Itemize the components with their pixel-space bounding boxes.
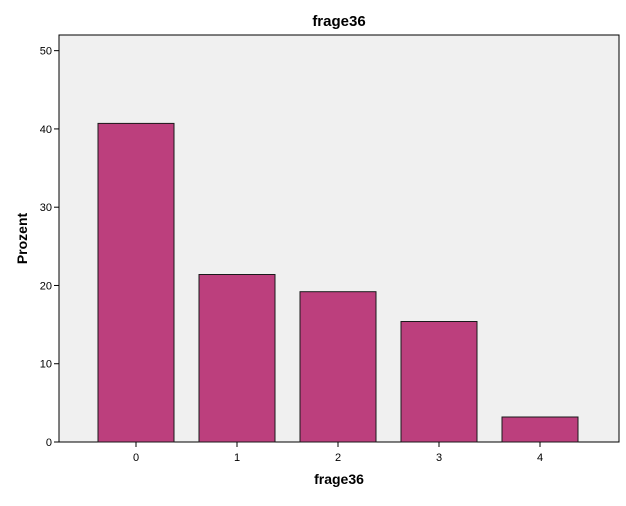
bar-3 — [400, 321, 478, 443]
x-tick-label-3: 3 — [436, 452, 442, 464]
x-tick-label-4: 4 — [537, 452, 543, 464]
y-axis-label: Prozent — [14, 212, 30, 264]
bar-0 — [97, 122, 175, 443]
bar-2 — [299, 291, 377, 443]
chart-title: frage36 — [312, 13, 365, 30]
y-tick-label-30: 30 — [40, 202, 52, 214]
x-axis-label: frage36 — [314, 471, 364, 487]
x-tick-label-1: 1 — [234, 452, 240, 464]
y-tick-label-0: 0 — [46, 437, 52, 449]
x-tick-label-0: 0 — [133, 452, 139, 464]
y-tick-label-10: 10 — [40, 359, 52, 371]
y-tick-label-20: 20 — [40, 280, 52, 292]
y-tick-label-40: 40 — [40, 124, 52, 136]
bar-1 — [198, 274, 276, 443]
bars — [97, 122, 579, 443]
x-tick-label-2: 2 — [335, 452, 341, 464]
bar-4 — [501, 416, 579, 443]
y-tick-label-50: 50 — [40, 46, 52, 58]
